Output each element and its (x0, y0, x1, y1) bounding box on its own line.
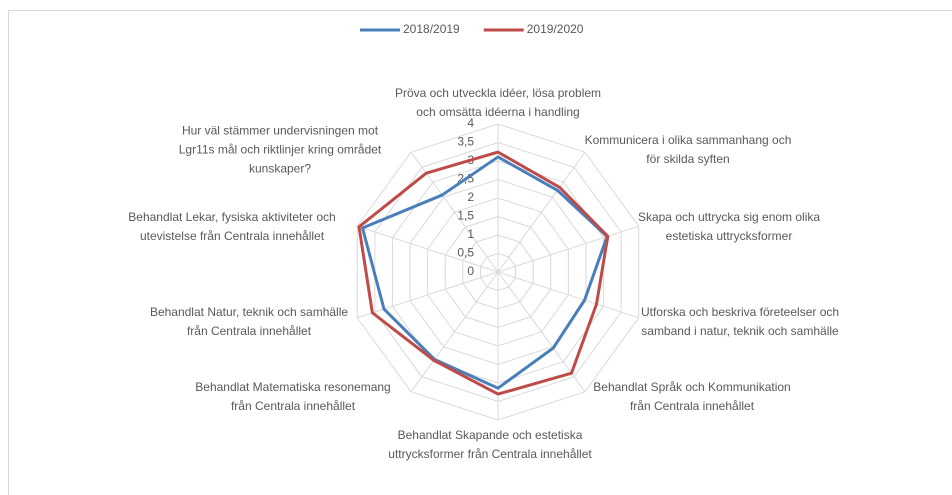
category-label: Utforska och beskriva företeelser och sa… (640, 305, 840, 338)
category-label: Behandlat Skapande och estetiska uttryck… (388, 428, 592, 461)
spoke (357, 271, 499, 319)
category-label: Behandlat Språk och Kommunikation från C… (593, 380, 791, 413)
legend-label: 2019/2020 (527, 22, 584, 36)
spoke (497, 271, 639, 319)
tick-label: 2 (467, 190, 474, 204)
spoke (410, 271, 499, 393)
spoke (497, 151, 586, 273)
series-line (361, 155, 609, 390)
tick-label: 0,5 (457, 246, 474, 260)
category-label: Behandlat Matematiska resonemang från Ce… (195, 380, 391, 413)
tick-label: 1 (467, 227, 474, 241)
category-label: Behandlat Natur, teknik och samhälle frå… (149, 305, 349, 338)
spoke (357, 225, 499, 273)
category-label: Skapa och uttrycka sig enom olika esteti… (637, 210, 821, 243)
chart-frame (8, 10, 952, 495)
tick-label: 3,5 (457, 135, 474, 149)
category-label: Behandlat Lekar, fysiska aktiviteter och… (128, 210, 336, 243)
category-label: Pröva och utveckla idéer, lösa problem o… (394, 86, 602, 119)
category-label: Hur väl stämmer undervisningen mot Lgr11… (178, 123, 382, 176)
spoke (410, 151, 499, 273)
tick-label: 1,5 (457, 209, 474, 223)
tick-label: 4 (467, 116, 474, 130)
series-line (357, 150, 610, 396)
category-label: Kommunicera i olika sammanhang och för s… (584, 133, 792, 166)
legend-label: 2018/2019 (403, 22, 460, 36)
tick-label: 0 (467, 264, 474, 278)
spoke (497, 225, 639, 273)
